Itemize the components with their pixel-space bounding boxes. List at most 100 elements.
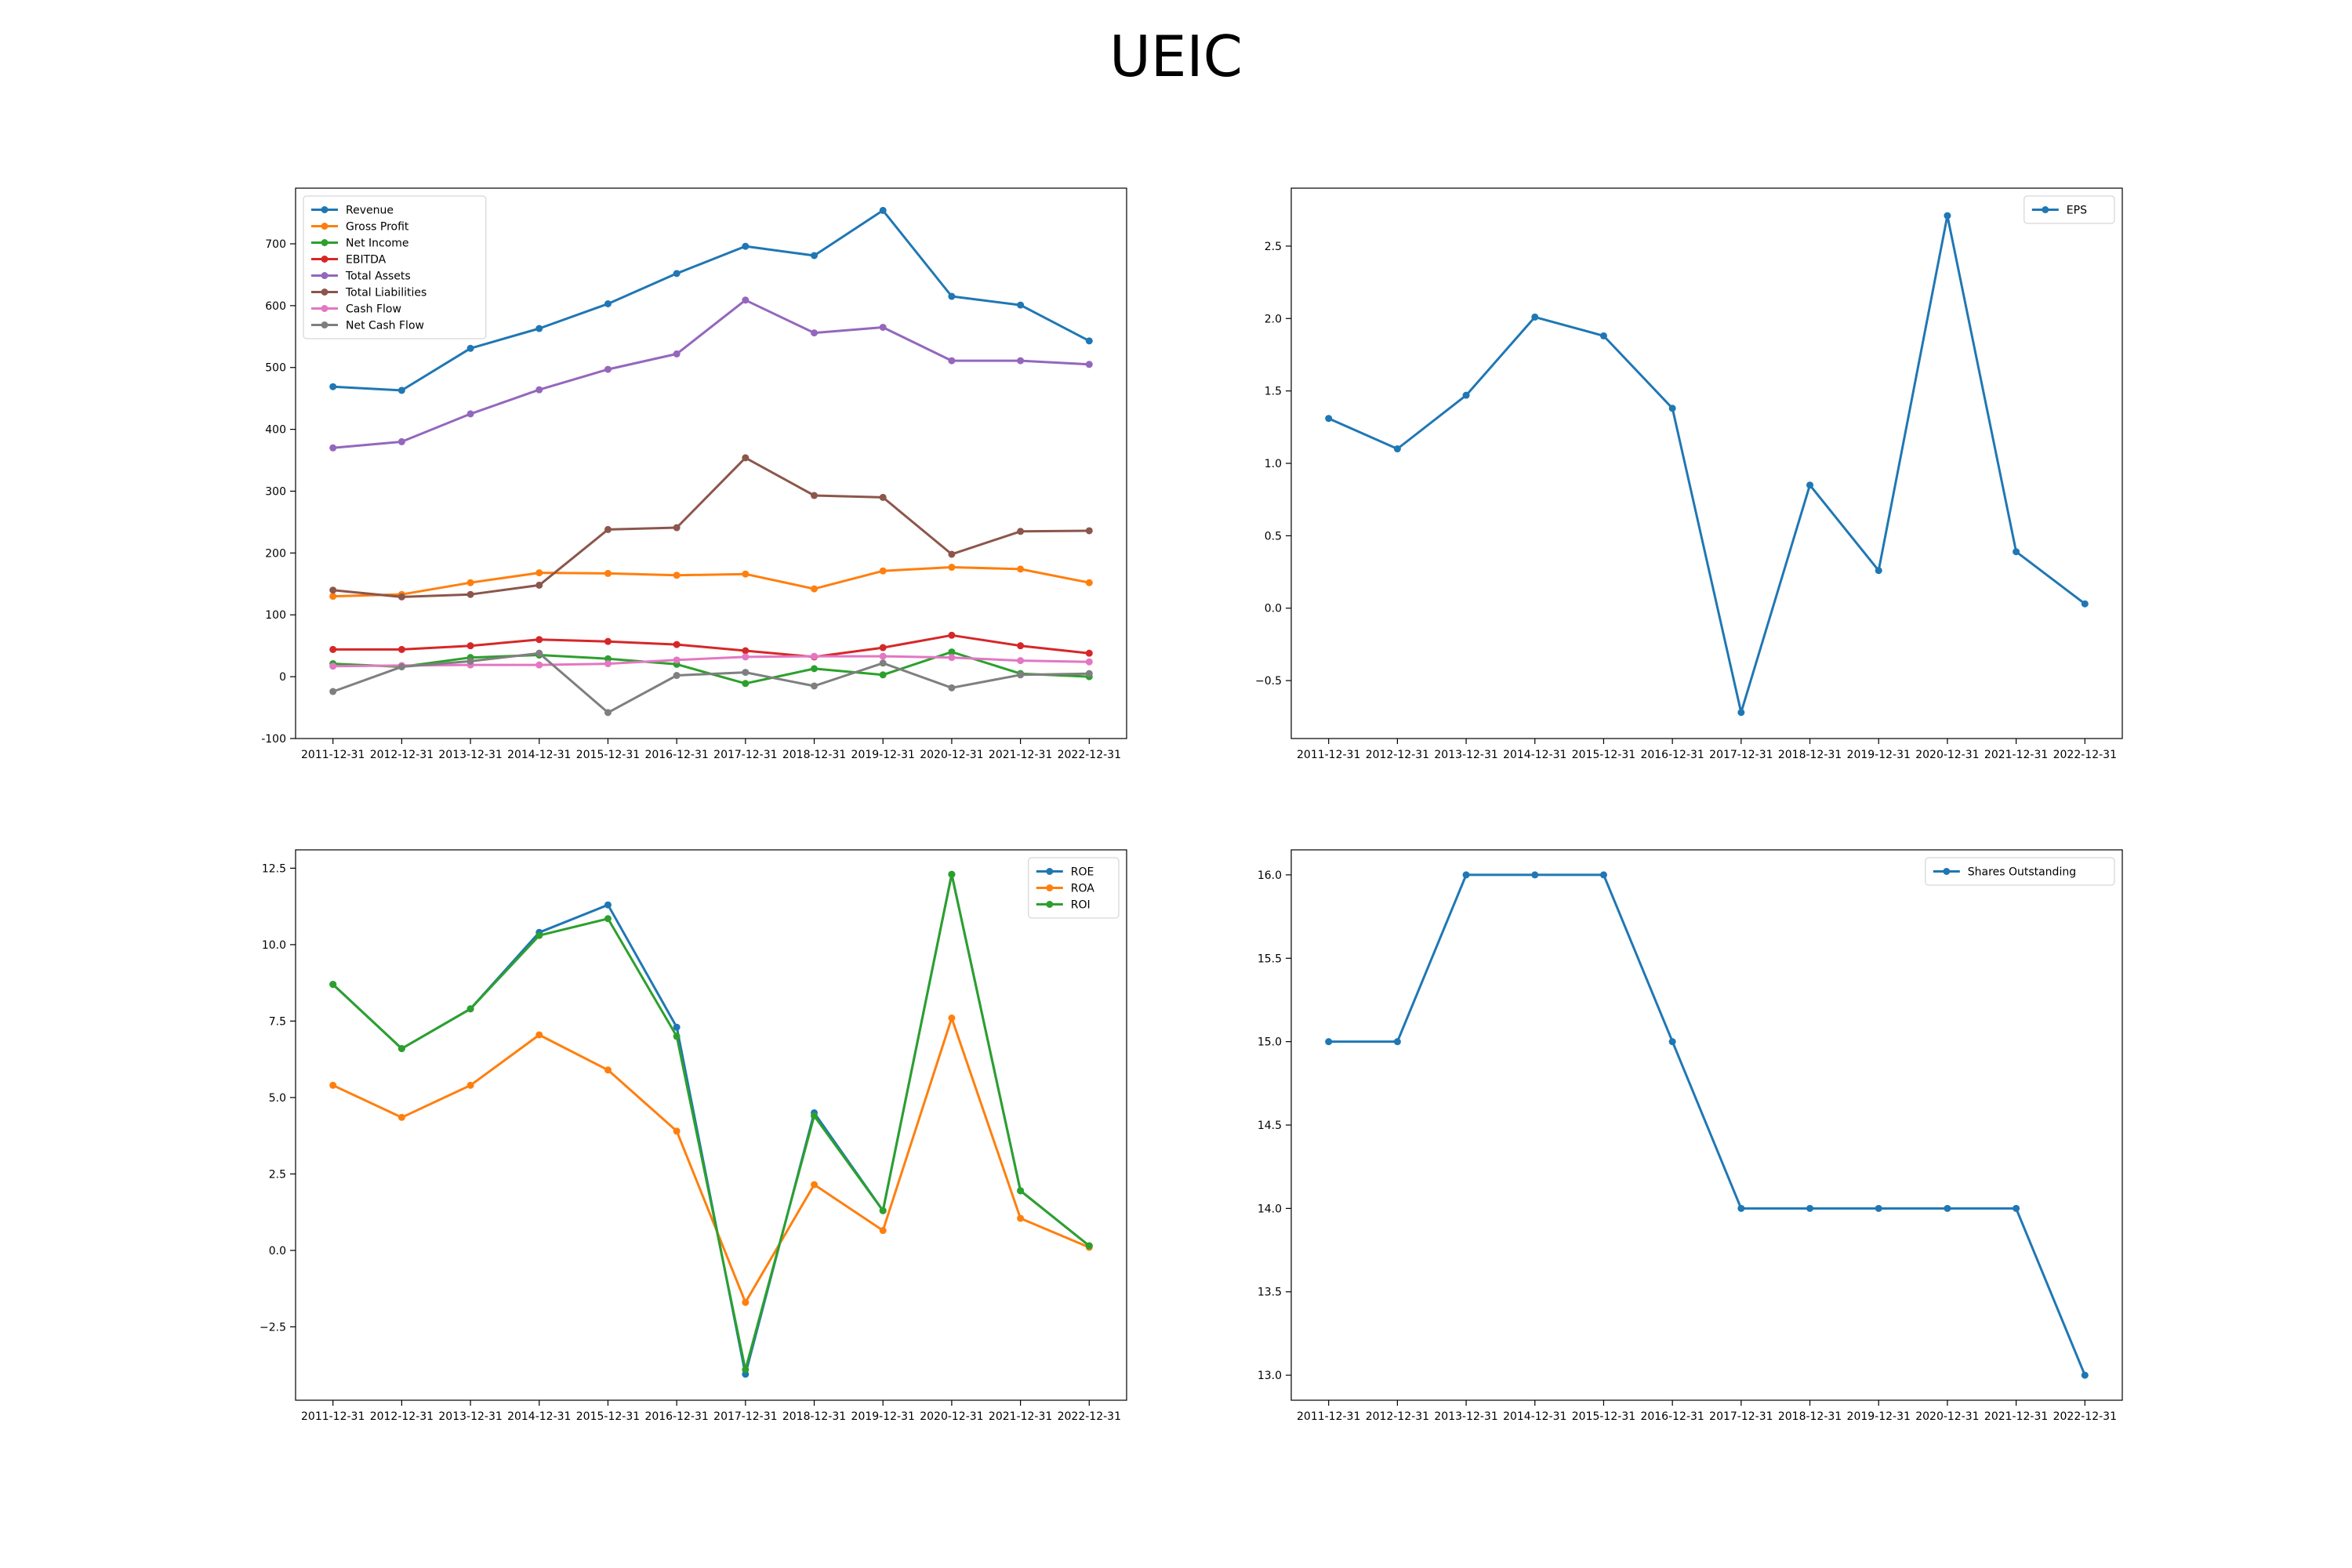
data-point-eps xyxy=(1737,709,1745,717)
data-point-eps xyxy=(1599,332,1607,339)
data-point-gross-profit xyxy=(1085,579,1093,586)
legend-label: ROI xyxy=(1071,899,1091,912)
data-point-cash-flow xyxy=(329,662,337,670)
data-point-gross-profit xyxy=(742,570,750,578)
y-tick-label: 0.0 xyxy=(1265,603,1282,615)
data-point-total-liabilities xyxy=(535,581,543,589)
y-tick-label: 200 xyxy=(265,547,286,560)
y-tick-label: 600 xyxy=(265,300,286,313)
data-point-roa xyxy=(742,1298,750,1306)
data-point-total-liabilities xyxy=(604,525,612,533)
data-point-ebitda xyxy=(604,637,612,645)
y-tick-label: 16.0 xyxy=(1258,869,1282,882)
y-tick-label: 13.0 xyxy=(1258,1370,1282,1382)
data-point-shares-outstanding xyxy=(2013,1204,2020,1212)
data-point-net-income xyxy=(879,671,887,679)
y-tick-label: 15.5 xyxy=(1258,953,1282,965)
data-point-roa xyxy=(879,1227,887,1235)
data-point-cash-flow xyxy=(742,653,750,661)
y-tick-label: 15.0 xyxy=(1258,1036,1282,1049)
data-point-ebitda xyxy=(466,642,474,650)
legend-label: ROE xyxy=(1071,866,1094,879)
y-tick-label: 1.5 xyxy=(1265,386,1282,398)
data-point-roa xyxy=(604,1066,612,1074)
data-point-roe xyxy=(673,1023,681,1031)
y-tick-label: 13.5 xyxy=(1258,1287,1282,1299)
x-tick-label: 2021-12-31 xyxy=(1984,749,2048,761)
x-tick-label: 2014-12-31 xyxy=(507,749,571,761)
data-point-net-income xyxy=(948,648,956,656)
data-point-cash-flow xyxy=(879,652,887,660)
y-tick-label: 14.0 xyxy=(1258,1203,1282,1215)
data-point-revenue xyxy=(673,270,681,278)
x-tick-label: 2018-12-31 xyxy=(1778,749,1842,761)
data-point-ebitda xyxy=(397,645,405,653)
legend-marker xyxy=(321,223,328,230)
data-point-total-assets xyxy=(397,437,405,445)
x-tick-label: 2021-12-31 xyxy=(989,749,1052,761)
series-line-revenue xyxy=(332,209,1090,392)
data-point-net-cash-flow xyxy=(466,657,474,665)
legend-label: Total Liabilities xyxy=(345,287,426,299)
legend-marker xyxy=(321,321,328,328)
legend: Shares Outstanding xyxy=(1925,857,2115,886)
legend-box xyxy=(1925,857,2115,886)
data-point-total-assets xyxy=(329,444,337,452)
x-tick-label: 2019-12-31 xyxy=(851,749,915,761)
x-tick-label: 2011-12-31 xyxy=(1297,749,1360,761)
data-point-roa xyxy=(329,1081,337,1089)
data-point-gross-profit xyxy=(811,585,818,593)
data-point-gross-profit xyxy=(1017,565,1025,573)
x-tick-label: 2021-12-31 xyxy=(989,1410,1052,1423)
data-point-shares-outstanding xyxy=(1806,1204,1814,1212)
series-line-gross-profit xyxy=(332,566,1090,598)
data-point-eps xyxy=(1462,391,1470,399)
data-point-ebitda xyxy=(879,644,887,652)
figure-title: UEIC xyxy=(1109,24,1243,89)
data-point-net-cash-flow xyxy=(1017,671,1025,679)
y-tick-label: 0.0 xyxy=(269,1245,286,1258)
y-tick-label: −2.5 xyxy=(260,1321,286,1334)
data-point-ebitda xyxy=(1017,642,1025,650)
x-tick-label: 2016-12-31 xyxy=(1640,749,1704,761)
x-tick-label: 2020-12-31 xyxy=(1915,749,1979,761)
data-point-cash-flow xyxy=(1017,657,1025,665)
data-point-roi xyxy=(1017,1187,1025,1195)
series-line-total-assets xyxy=(332,299,1090,449)
x-tick-label: 2013-12-31 xyxy=(1434,1410,1497,1423)
x-tick-label: 2013-12-31 xyxy=(438,749,502,761)
data-point-gross-profit xyxy=(673,572,681,579)
y-tick-label: 1.0 xyxy=(1265,458,1282,470)
x-tick-label: 2022-12-31 xyxy=(1058,1410,1121,1423)
data-point-net-income xyxy=(604,655,612,662)
x-tick-label: 2011-12-31 xyxy=(301,1410,365,1423)
data-point-roi xyxy=(948,870,956,878)
legend: Revenue Gross Profit Net Income EBITDA Total… xyxy=(303,195,487,339)
data-point-total-liabilities xyxy=(1085,527,1093,535)
data-point-ebitda xyxy=(1085,649,1093,657)
data-point-gross-profit xyxy=(948,564,956,572)
data-point-roi xyxy=(329,981,337,989)
data-point-revenue xyxy=(811,252,818,260)
data-point-total-assets xyxy=(948,357,956,365)
x-tick-label: 2015-12-31 xyxy=(1572,749,1635,761)
data-point-gross-profit xyxy=(329,593,337,601)
x-tick-label: 2015-12-31 xyxy=(1572,1410,1635,1423)
data-point-cash-flow xyxy=(673,656,681,664)
data-point-net-cash-flow xyxy=(535,649,543,657)
y-tick-label: −0.5 xyxy=(1255,675,1282,688)
series-line-total-liabilities xyxy=(332,456,1090,598)
data-point-eps xyxy=(1806,481,1814,489)
x-tick-label: 2012-12-31 xyxy=(370,1410,434,1423)
y-tick-label: 400 xyxy=(265,424,286,437)
data-point-revenue xyxy=(466,344,474,352)
data-point-eps xyxy=(1325,415,1333,423)
y-tick-label: 5.0 xyxy=(269,1092,286,1105)
x-tick-label: 2012-12-31 xyxy=(370,749,434,761)
legend-box xyxy=(303,195,487,339)
y-tick-label: 0.5 xyxy=(1265,530,1282,543)
legend-label: Net Income xyxy=(346,238,409,250)
x-tick-label: 2011-12-31 xyxy=(1297,1410,1360,1423)
